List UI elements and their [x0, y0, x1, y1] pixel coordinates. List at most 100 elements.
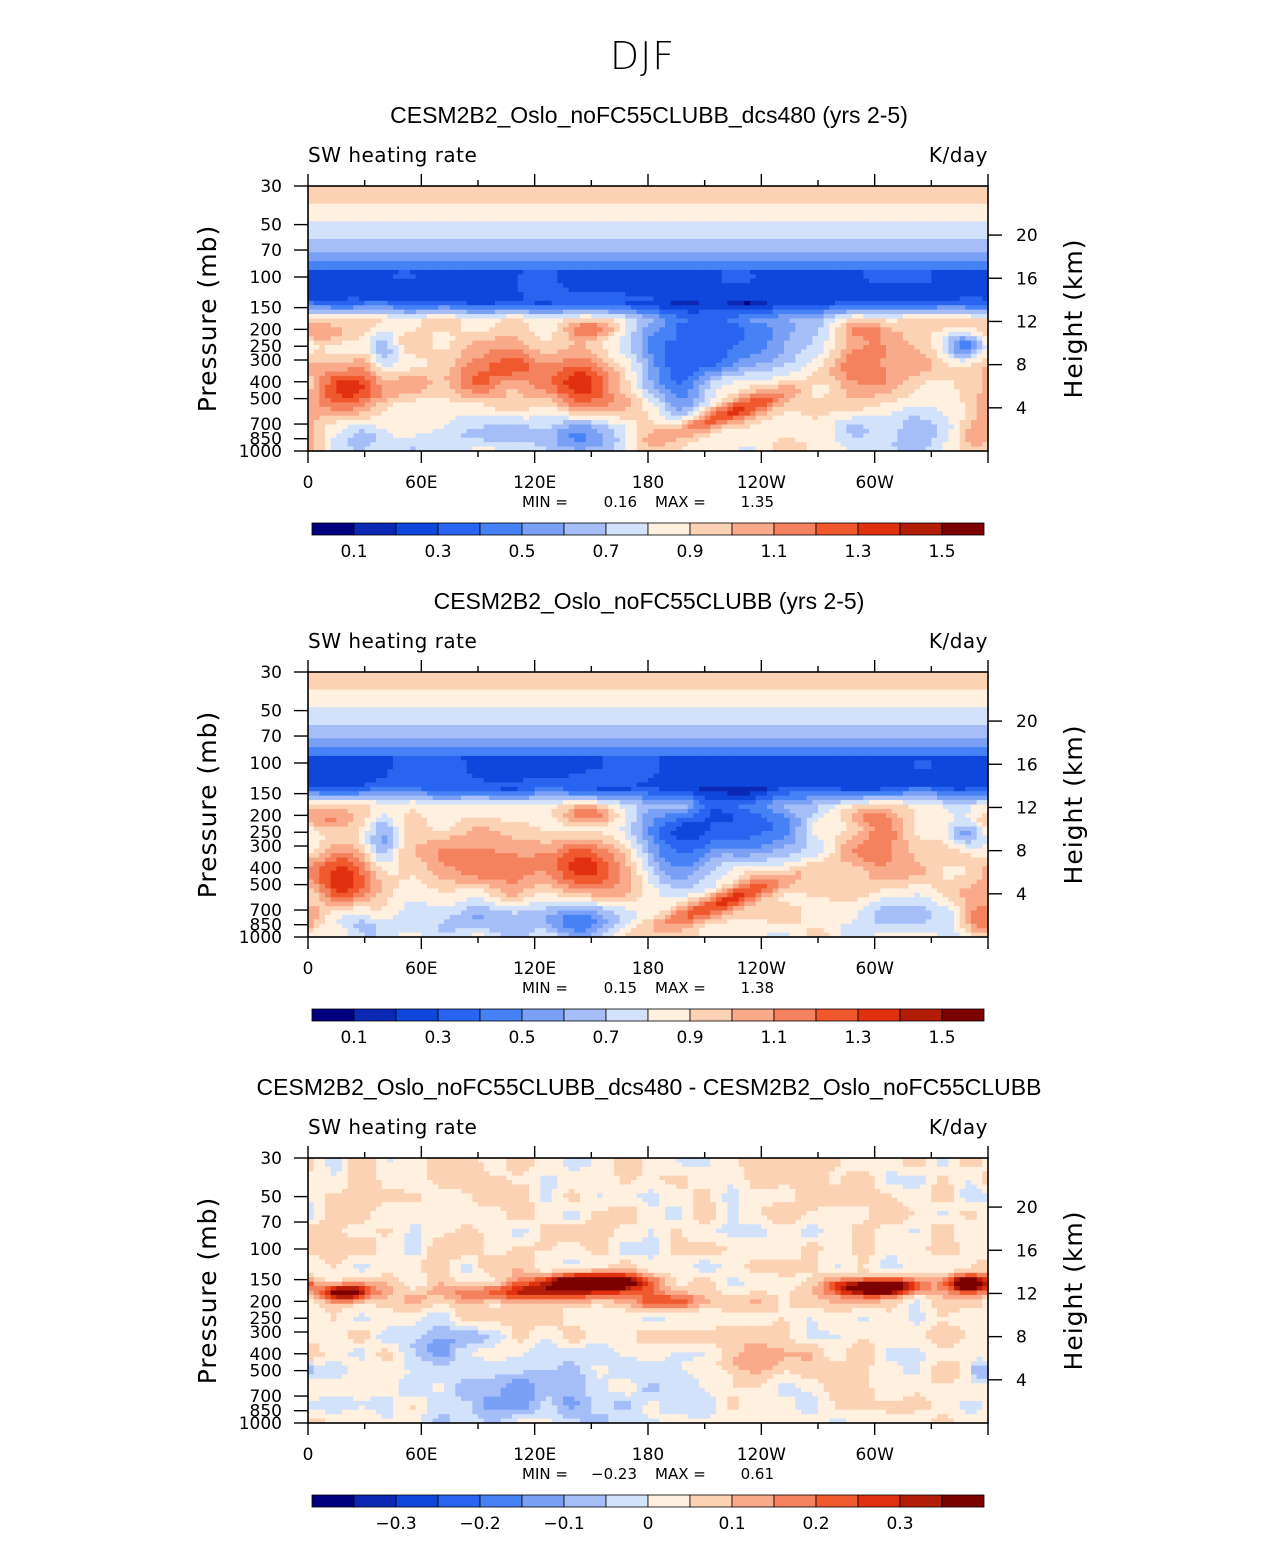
contour-cell	[387, 230, 394, 236]
contour-cell	[313, 305, 320, 311]
contour-cell	[500, 243, 507, 249]
contour-cell	[903, 274, 910, 280]
contour-cell	[727, 265, 734, 271]
contour-cell	[517, 327, 524, 333]
contour-cell	[903, 305, 910, 311]
contour-cell	[801, 327, 808, 333]
contour-cell	[444, 261, 451, 267]
contour-cell	[625, 225, 632, 231]
contour-cell	[319, 216, 326, 222]
contour-cell	[534, 230, 541, 236]
contour-cell	[721, 340, 728, 346]
contour-cell	[308, 336, 315, 342]
contour-cell	[965, 322, 972, 328]
contour-cell	[466, 309, 473, 315]
contour-cell	[364, 349, 371, 355]
contour-cell	[727, 318, 734, 324]
contour-cell	[801, 243, 808, 249]
contour-cell	[914, 309, 921, 315]
contour-cell	[410, 199, 417, 205]
contour-cell	[721, 283, 728, 289]
contour-cell	[602, 190, 609, 196]
contour-cell	[863, 274, 870, 280]
contour-cell	[506, 256, 513, 262]
contour-cell	[874, 349, 881, 355]
contour-cell	[863, 362, 870, 368]
contour-cell	[976, 199, 983, 205]
contour-cell	[716, 199, 723, 205]
contour-cell	[874, 247, 881, 253]
contour-cell	[733, 314, 740, 320]
contour-cell	[376, 367, 383, 373]
contour-cell	[772, 203, 779, 209]
contour-cell	[500, 309, 507, 315]
contour-cell	[574, 243, 581, 249]
contour-cell	[421, 318, 428, 324]
contour-cell	[755, 239, 762, 245]
contour-cell	[608, 322, 615, 328]
contour-cell	[789, 287, 796, 293]
contour-cell	[891, 287, 898, 293]
contour-cell	[920, 349, 927, 355]
contour-cell	[449, 194, 456, 200]
contour-cell	[512, 292, 519, 298]
contour-cell	[931, 318, 938, 324]
contour-cell	[744, 234, 751, 240]
contour-cell	[359, 199, 366, 205]
contour-cell	[438, 292, 445, 298]
contour-cell	[478, 243, 485, 249]
contour-cell	[602, 256, 609, 262]
contour-cell	[404, 208, 411, 214]
contour-cell	[738, 322, 745, 328]
contour-cell	[625, 269, 632, 275]
contour-cell	[523, 247, 530, 253]
contour-cell	[478, 358, 485, 364]
contour-cell	[665, 300, 672, 306]
contour-cell	[982, 261, 989, 267]
contour-cell	[648, 216, 655, 222]
contour-cell	[342, 261, 349, 267]
contour-cell	[942, 296, 949, 302]
contour-cell	[591, 309, 598, 315]
contour-cell	[580, 234, 587, 240]
contour-cell	[619, 221, 626, 227]
contour-cell	[642, 261, 649, 267]
contour-cell	[506, 340, 513, 346]
contour-cell	[897, 336, 904, 342]
contour-cell	[614, 186, 621, 192]
contour-cell	[942, 292, 949, 298]
contour-cell	[818, 287, 825, 293]
contour-cell	[597, 296, 604, 302]
contour-cell	[818, 190, 825, 196]
contour-cell	[308, 216, 315, 222]
contour-cell	[982, 327, 989, 333]
contour-cell	[523, 292, 530, 298]
contour-cell	[931, 327, 938, 333]
contour-cell	[500, 256, 507, 262]
contour-cell	[444, 367, 451, 373]
contour-cell	[551, 314, 558, 320]
contour-cell	[455, 199, 462, 205]
contour-cell	[313, 230, 320, 236]
contour-cell	[642, 283, 649, 289]
contour-cell	[478, 252, 485, 258]
contour-cell	[415, 331, 422, 337]
contour-cell	[665, 225, 672, 231]
contour-cell	[818, 318, 825, 324]
contour-cell	[534, 256, 541, 262]
contour-cell	[359, 300, 366, 306]
contour-cell	[427, 186, 434, 192]
contour-cell	[512, 318, 519, 324]
contour-cell	[755, 212, 762, 218]
contour-cell	[852, 358, 859, 364]
contour-cell	[364, 190, 371, 196]
contour-cell	[897, 186, 904, 192]
contour-cell	[597, 314, 604, 320]
contour-cell	[835, 261, 842, 267]
contour-cell	[466, 252, 473, 258]
contour-cell	[959, 349, 966, 355]
contour-cell	[682, 314, 689, 320]
contour-cell	[840, 256, 847, 262]
contour-cell	[444, 212, 451, 218]
contour-cell	[897, 362, 904, 368]
